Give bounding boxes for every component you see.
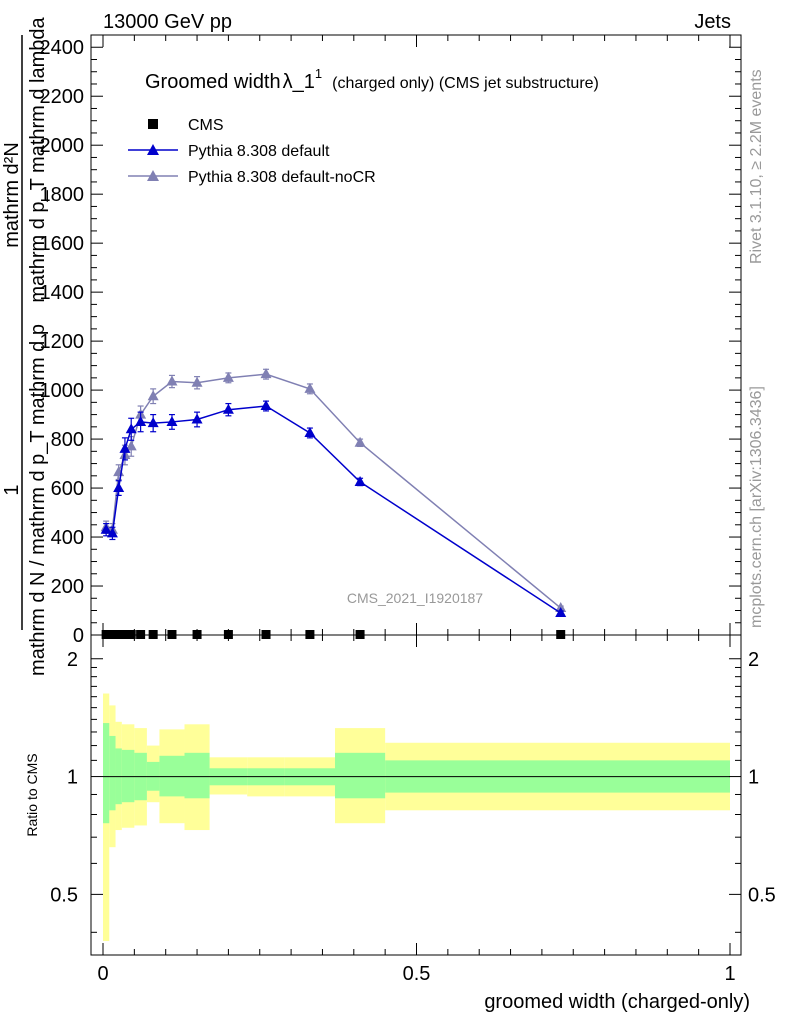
legend-marker-cms [148, 119, 158, 129]
point-pythia [135, 415, 147, 426]
xtick-label: 0.5 [403, 963, 431, 985]
header-right: Jets [694, 11, 731, 33]
point-pythia [555, 606, 567, 617]
xaxis-label: groomed width (charged-only) [484, 991, 750, 1013]
legend-marker-nocr [147, 170, 159, 181]
plot-title-sup: 1 [315, 66, 322, 81]
legend-label-pythia: Pythia 8.308 default [188, 143, 330, 160]
point-pythia [125, 423, 137, 434]
point-pythia [354, 475, 366, 486]
main-ytick-label: 2400 [40, 37, 85, 59]
series-line-nocr [105, 373, 562, 609]
plot-title-symbol: λ_1 [283, 71, 315, 93]
legend-marker-pythia [147, 144, 159, 155]
header-left: 13000 GeV pp [103, 11, 232, 33]
point-nocr [166, 375, 178, 386]
main-series [100, 368, 567, 639]
side-label-mcplots: mcplots.cern.ch [arXiv:1306.3436] [748, 386, 765, 628]
point-nocr [354, 436, 366, 447]
legend: CMS Pythia 8.308 default Pythia 8.308 de… [128, 117, 376, 186]
ratio-ytick-label-right: 0.5 [748, 884, 776, 906]
xtick-label: 0 [97, 963, 108, 985]
main-ytick-label: 2200 [40, 86, 85, 108]
series-line-pythia [105, 405, 562, 614]
main-ytick-label: 600 [51, 478, 84, 500]
main-ylabel-top-den: mathrm d p_T mathrm d lambda [27, 16, 49, 302]
main-ylabel-top: mathrm d²N [1, 142, 23, 248]
side-label-rivet: Rivet 3.1.10, ≥ 2.2M events [748, 69, 765, 264]
main-ylabel: 1 mathrm d N / mathrm d p_T mathrm d p m… [1, 16, 49, 675]
point-pythia [119, 442, 131, 453]
point-pythia [191, 413, 203, 424]
point-pythia [100, 523, 112, 534]
ratio-band-inner [121, 749, 135, 803]
main-ytick-label: 1200 [40, 331, 85, 353]
point-nocr [191, 376, 203, 387]
point-pythia [106, 527, 118, 538]
main-ytick-label: 2000 [40, 135, 85, 157]
point-pythia [222, 403, 234, 414]
main-ytick-label: 800 [51, 429, 84, 451]
main-ytick-label: 200 [51, 576, 84, 598]
main-ytick-label: 1800 [40, 184, 85, 206]
plot-title-sub: (charged only) (CMS jet substructure) [332, 75, 599, 92]
ratio-panel: 0.5 0.5 1 1 2 2 0 0.5 1 Ratio to CMS groomed wid… [24, 634, 776, 1013]
point-nocr [147, 390, 159, 401]
main-ylabel-denominator: mathrm d N / mathrm d p_T mathrm d p [27, 324, 49, 676]
legend-label-nocr: Pythia 8.308 default-noCR [188, 169, 376, 186]
point-nocr [125, 440, 137, 451]
ratio-ytick-label: 1 [67, 767, 78, 789]
point-pythia [147, 417, 159, 428]
plot-title: Groomed width λ_11 (charged only) (CMS jet… [145, 66, 599, 93]
ratio-ylabel: Ratio to CMS [24, 753, 40, 836]
ratio-ytick-label-right: 1 [748, 767, 759, 789]
main-panel: 0 200 400 600 800 1000 1200 1400 1600 1800 2000 220… [40, 34, 742, 647]
ratio-bands [103, 693, 730, 942]
ratio-band-inner [103, 723, 110, 824]
plot-title-main: Groomed width [145, 71, 281, 93]
main-ylabel-numerator: 1 [1, 484, 23, 495]
main-ytick-label: 1000 [40, 380, 85, 402]
main-ytick-label: 400 [51, 527, 84, 549]
legend-label-cms: CMS [188, 117, 224, 134]
point-nocr [222, 371, 234, 382]
main-ticks: 0 200 400 600 800 1000 1200 1400 1600 1800 2000 220… [40, 35, 741, 647]
ratio-ytick-label-right: 2 [748, 649, 759, 671]
point-nocr [304, 382, 316, 393]
point-pythia [260, 400, 272, 411]
point-nocr [260, 368, 272, 379]
watermark: CMS_2021_I1920187 [347, 590, 483, 606]
main-ytick-label: 1600 [40, 233, 85, 255]
point-pythia [166, 415, 178, 426]
main-ytick-label: 1400 [40, 282, 85, 304]
ratio-band-inner [184, 752, 210, 799]
xtick-label: 1 [724, 963, 735, 985]
ratio-ytick-label: 2 [67, 649, 78, 671]
ratio-ticks: 0.5 0.5 1 1 2 2 0 0.5 1 [50, 635, 776, 985]
ratio-ytick-label: 0.5 [50, 884, 78, 906]
point-pythia [304, 426, 316, 437]
point-pythia [113, 482, 125, 493]
ratio-band-inner [109, 735, 116, 811]
main-ytick-label: 0 [73, 625, 84, 647]
ratio-band-inner [334, 752, 386, 799]
